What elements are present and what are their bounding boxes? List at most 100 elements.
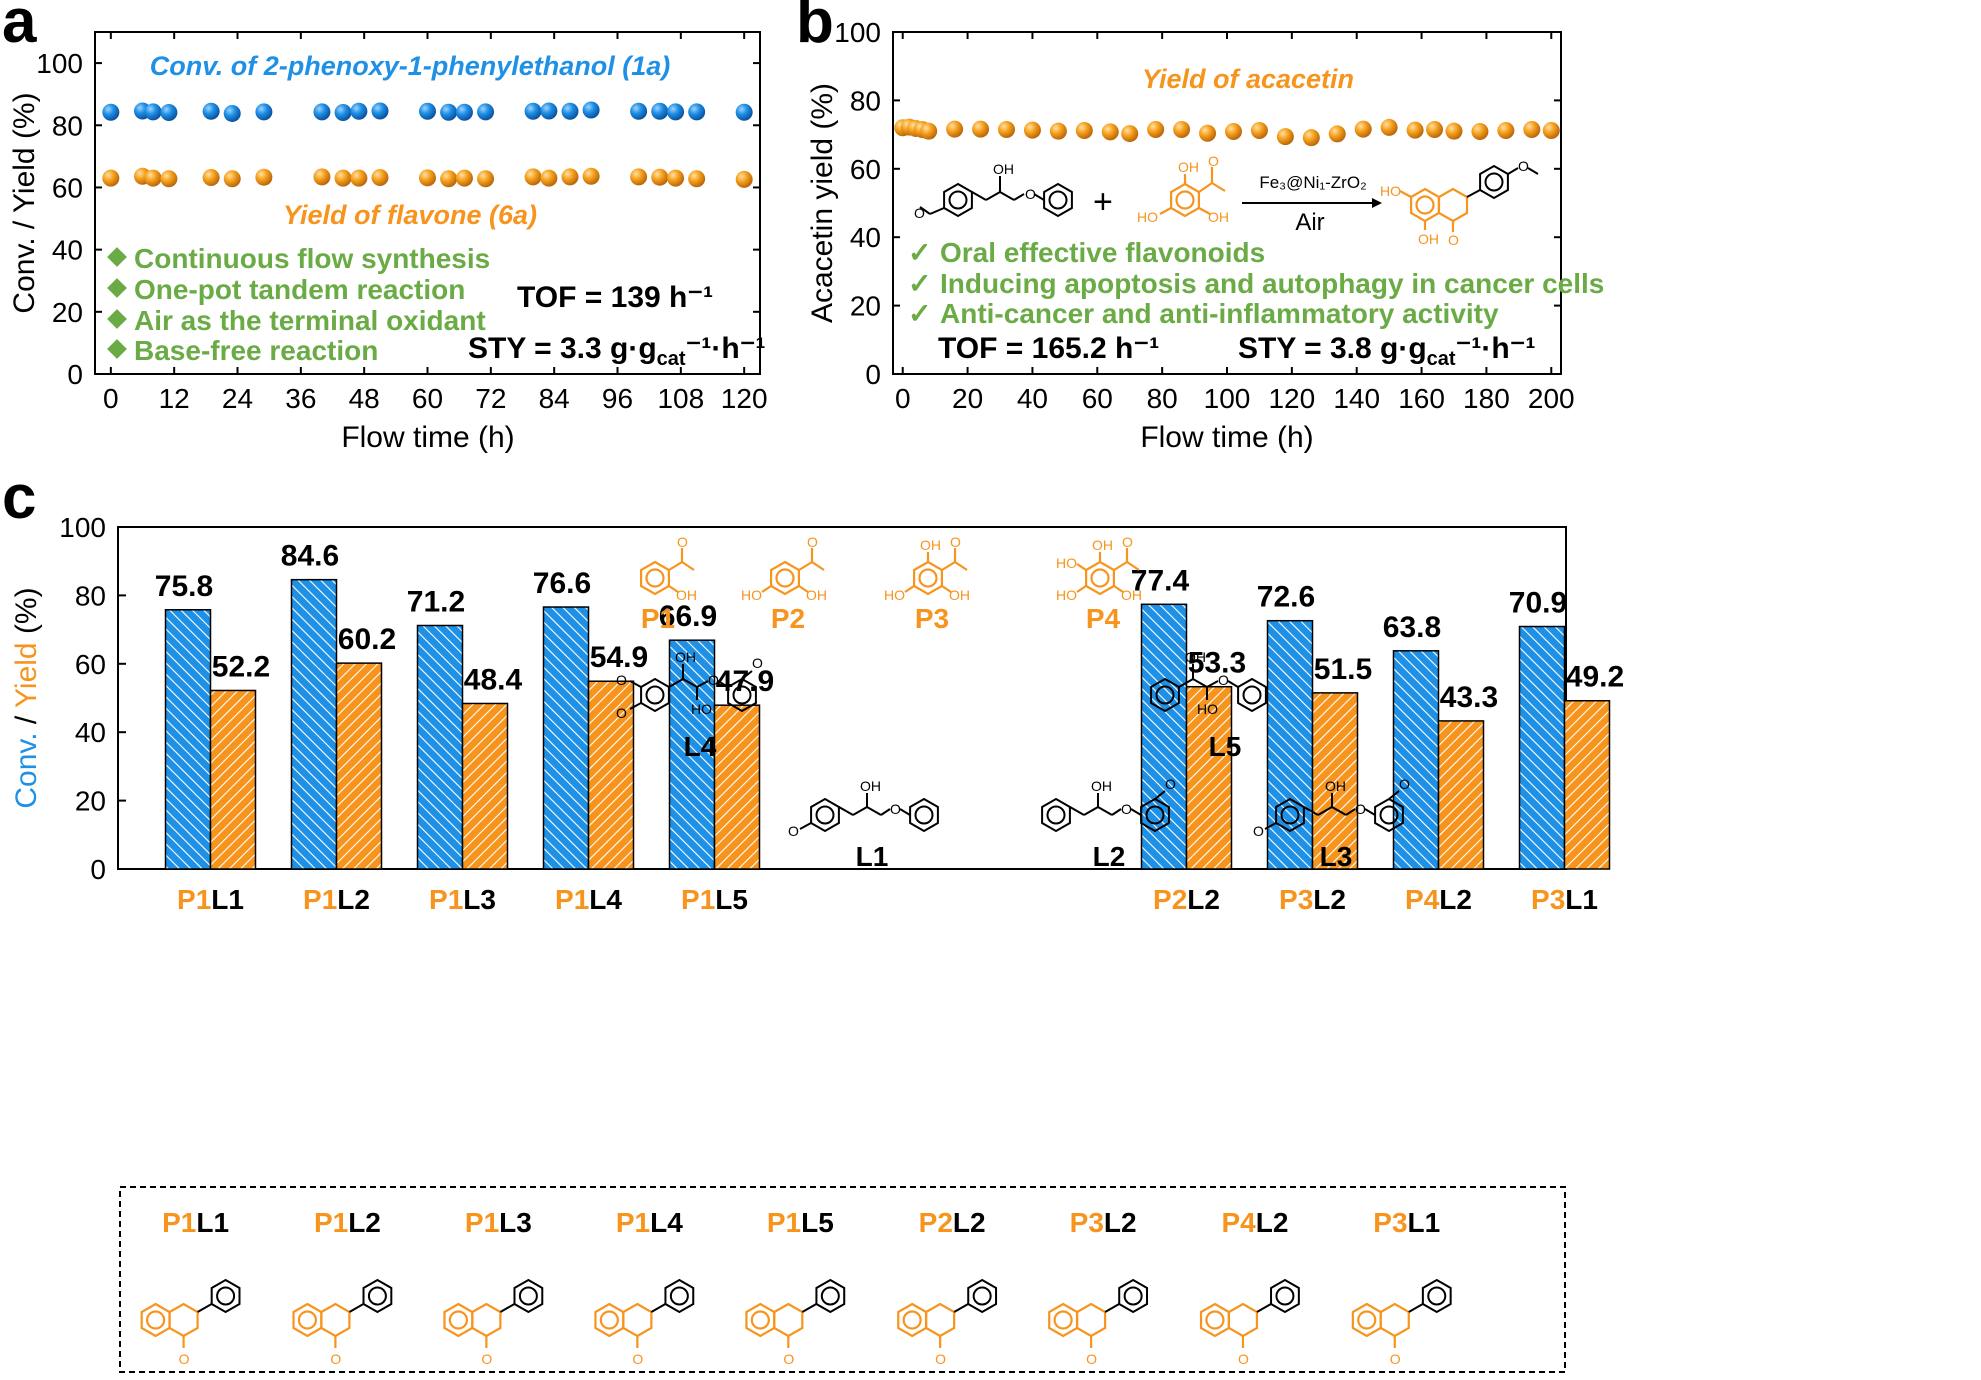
- y-tick-label: 0: [67, 359, 83, 390]
- data-point: [1224, 123, 1242, 141]
- y-tick-label: 100: [834, 17, 881, 48]
- data-point: [651, 102, 669, 120]
- panel-b-letter: b: [796, 0, 834, 56]
- ho-label: HO: [1056, 587, 1077, 603]
- category-label: P1L4: [555, 884, 622, 915]
- data-point: [1523, 120, 1541, 138]
- l2-structure: [1041, 790, 1170, 832]
- yield-bar: [1185, 685, 1233, 870]
- l4-structure: [629, 664, 757, 712]
- yield-value-label: 49.2: [1566, 661, 1624, 694]
- data-point: [735, 170, 753, 188]
- oh-label: OH: [1092, 537, 1113, 553]
- o-label: O: [330, 1351, 341, 1367]
- conv-value-label: 77.4: [1131, 564, 1190, 597]
- oh-label: OH: [1418, 231, 1439, 247]
- oh-label: OH: [806, 587, 827, 603]
- data-point: [419, 169, 436, 187]
- data-point: [1121, 125, 1139, 143]
- data-point: [313, 103, 331, 121]
- p1-structure: [639, 548, 695, 596]
- product-label: P1L2: [314, 1207, 381, 1238]
- data-point: [1426, 120, 1444, 138]
- yield-value-label: 52.2: [212, 650, 270, 683]
- o-label: O: [1086, 1351, 1097, 1367]
- data-point: [561, 102, 579, 120]
- o-label: O: [1355, 801, 1366, 817]
- p3-structure-c: [904, 548, 968, 596]
- l1-structure: [799, 793, 939, 832]
- o-label: O: [677, 534, 688, 550]
- ho-label: HO: [691, 701, 712, 717]
- o-label: O: [1448, 232, 1459, 248]
- o-label: O: [807, 534, 818, 550]
- l4-label: L4: [684, 731, 717, 762]
- o-label: O: [179, 1351, 190, 1367]
- o-label: O: [1238, 1351, 1249, 1367]
- category-label: P3L2: [1279, 884, 1346, 915]
- conv-bar: [1518, 625, 1566, 870]
- check-icon: ✓: [908, 268, 931, 299]
- bullet-text: Continuous flow synthesis: [134, 243, 490, 274]
- l-structures: OH HO O O O O L4 OH HO O L5 OH O O L1 OH…: [616, 649, 1410, 872]
- x-tick-label: 72: [475, 383, 506, 414]
- data-point: [1147, 120, 1165, 138]
- product-label: P3L1: [1373, 1207, 1440, 1238]
- products-box: [119, 1186, 1566, 1373]
- conv-value-label: 72.6: [1257, 581, 1315, 614]
- panel-a-sty: STY = 3.3 g·gcat⁻¹·h⁻¹: [468, 332, 766, 370]
- yield-value-label: 48.4: [464, 663, 523, 696]
- category-label: P3L1: [1531, 884, 1598, 915]
- y-tick-label: 60: [52, 172, 83, 203]
- l5-structure: [1150, 664, 1267, 712]
- product-label: P1L5: [767, 1207, 834, 1238]
- oh-label: OH: [860, 778, 881, 794]
- data-point: [477, 103, 495, 121]
- product-structures: P1L1 O P1L2 O P1L3 O P1L4 O P1L5 O P2L2 O P3L2 O P4L2 O…: [140, 1207, 1452, 1367]
- oh-label: OH: [1178, 159, 1199, 175]
- o-label: O: [1165, 776, 1176, 792]
- data-point: [524, 168, 542, 186]
- x-tick-label: 60: [1082, 383, 1113, 414]
- panel-c-axes: 0 20 40 60 80 100: [59, 512, 126, 885]
- data-point: [102, 103, 120, 121]
- yield-bar: [209, 689, 257, 870]
- bullet-text: One-pot tandem reaction: [134, 274, 465, 305]
- data-point: [1497, 121, 1515, 139]
- data-point: [1354, 120, 1372, 138]
- data-point: [1542, 121, 1560, 139]
- data-point: [334, 169, 352, 187]
- x-tick-label: 12: [159, 383, 190, 414]
- x-tick-label: 96: [602, 383, 633, 414]
- y-tick-label: 60: [75, 649, 106, 680]
- y-tick-label: 0: [90, 854, 106, 885]
- flavone-structure: O: [1048, 1279, 1149, 1367]
- substrate-structure: [919, 176, 1073, 217]
- data-point: [144, 169, 162, 187]
- data-point: [371, 169, 389, 187]
- x-tick-label: 80: [1147, 383, 1178, 414]
- data-point: [1075, 121, 1093, 139]
- data-point: [1173, 120, 1191, 138]
- o-label: O: [752, 655, 763, 671]
- condition-label: Air: [1295, 209, 1324, 236]
- flavone-structure: O: [897, 1279, 998, 1367]
- y-tick-label: 20: [850, 291, 881, 322]
- category-label: P2L2: [1153, 884, 1220, 915]
- x-tick-label: 120: [1268, 383, 1315, 414]
- check-icon: ✓: [908, 237, 931, 268]
- flavone-structure: O: [1199, 1279, 1300, 1367]
- yield-bar: [335, 662, 383, 870]
- flavone-structure: O: [292, 1279, 393, 1367]
- l5-label: L5: [1209, 731, 1242, 762]
- oh-label: OH: [676, 587, 697, 603]
- p2-structure: [761, 548, 825, 596]
- data-point: [688, 103, 706, 121]
- panel-c-bars: 75.852.284.660.271.248.476.654.966.947.9…: [155, 540, 1624, 870]
- data-point: [540, 102, 558, 120]
- y-tick-label: 80: [52, 110, 83, 141]
- yield-bar: [1563, 699, 1611, 870]
- data-point: [561, 168, 579, 186]
- p4-label: P4: [1086, 603, 1121, 634]
